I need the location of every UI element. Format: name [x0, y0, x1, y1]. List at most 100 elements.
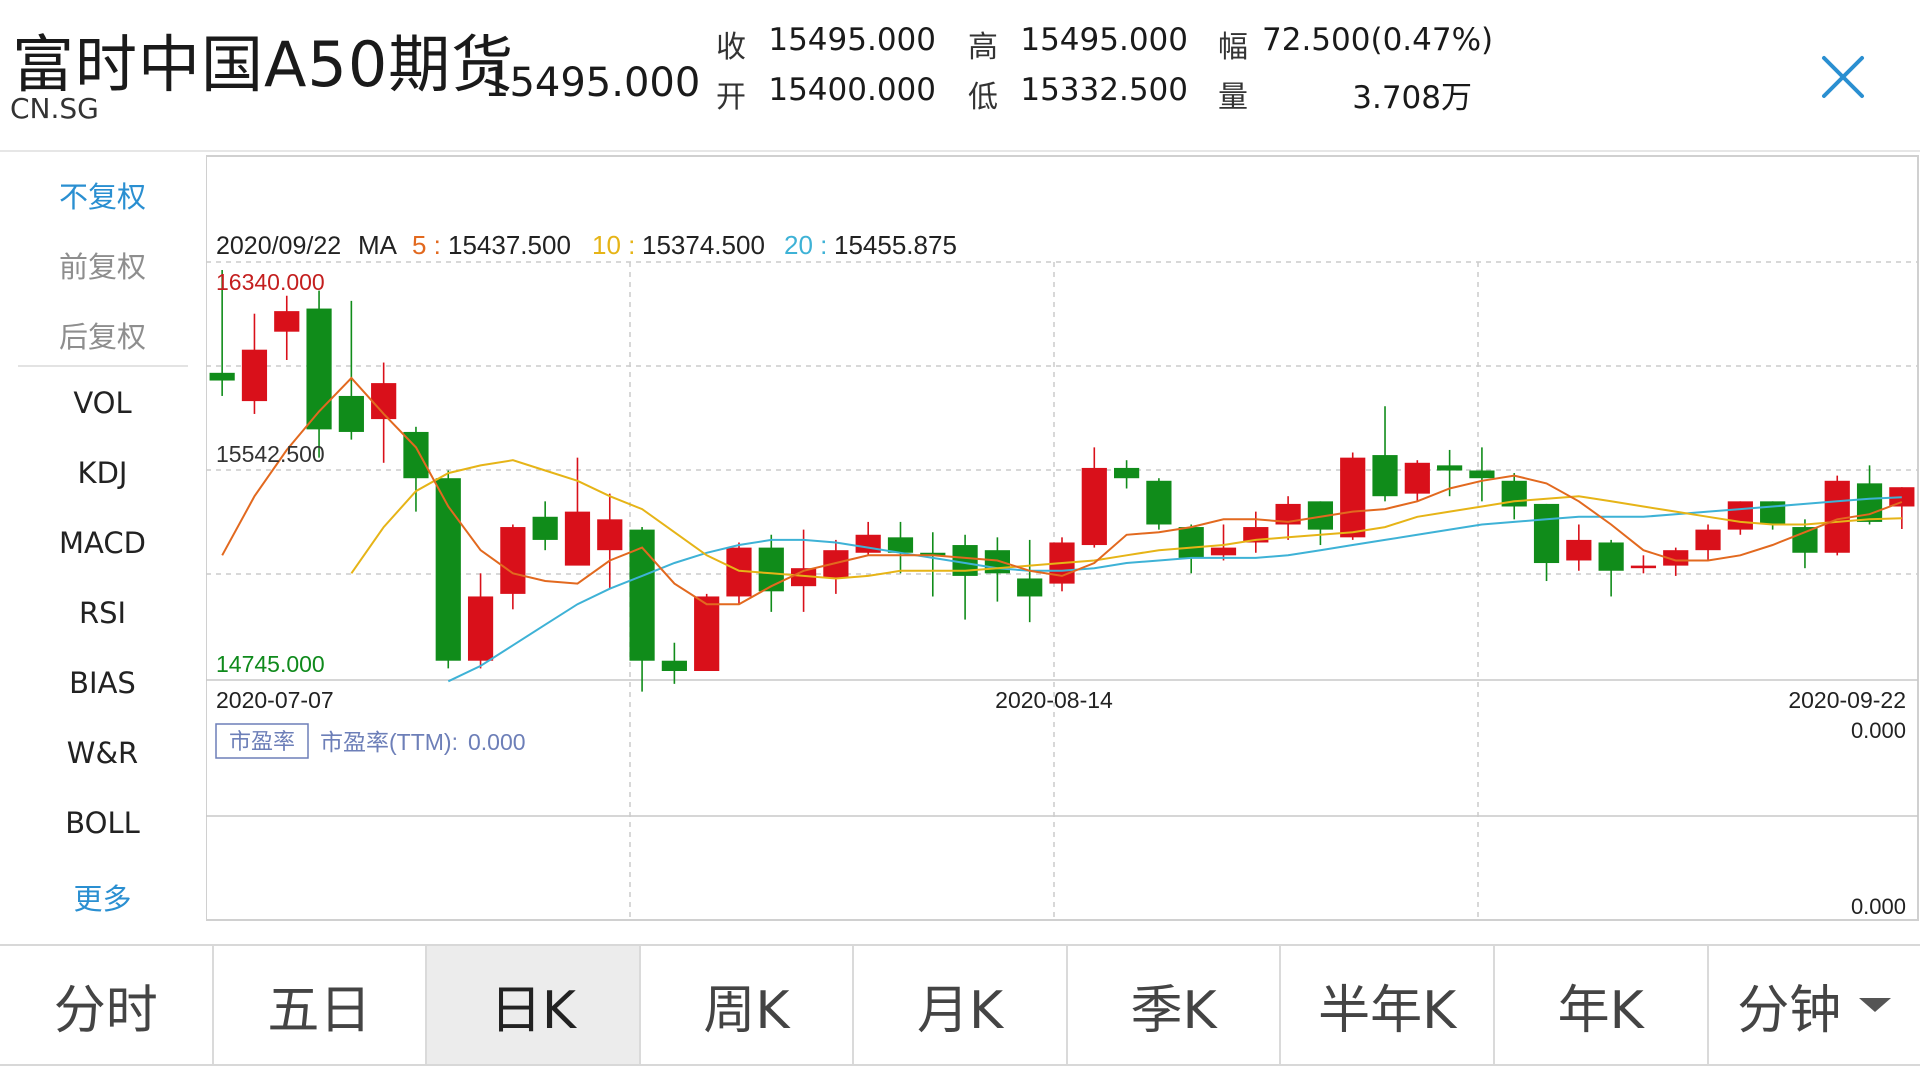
sub-panel-tag[interactable]: 市盈率: [229, 730, 295, 755]
high-label: 高: [968, 30, 998, 65]
candle-up: [274, 311, 300, 332]
tab-daily-k[interactable]: 日K: [427, 946, 641, 1064]
ma-info-date: 2020/09/22: [216, 232, 341, 260]
volume-value: 3.708万: [1352, 80, 1472, 116]
candle-down: [1437, 465, 1463, 471]
menu-no-adjust[interactable]: 不复权: [58, 180, 146, 214]
ma5-value: 15437.500: [448, 230, 571, 260]
candle-up: [467, 596, 494, 661]
candle-down: [920, 552, 946, 556]
tab-yearly-k-label: 年K: [1557, 980, 1644, 1041]
candle-up: [564, 511, 591, 566]
candle-up: [1663, 550, 1689, 566]
tab-intraday-label: 分时: [53, 980, 158, 1041]
candle-down: [1792, 527, 1818, 553]
ma10-label: 10 :: [592, 230, 635, 260]
kline-chart[interactable]: 2020/09/22 MA 5 : 15437.500 10 : 15374.5…: [206, 154, 1920, 922]
tab-weekly-k[interactable]: 周K: [641, 946, 855, 1064]
candle-down: [209, 372, 235, 381]
close-icon: [1822, 56, 1864, 98]
menu-kdj[interactable]: KDJ: [77, 456, 128, 490]
sub-panel-tag-box[interactable]: [215, 723, 309, 759]
candle-down: [435, 478, 461, 661]
candle-up: [1081, 467, 1107, 546]
tab-five-day[interactable]: 五日: [214, 946, 428, 1064]
candle-up: [1275, 503, 1301, 525]
tab-halfyear-k-label: 半年K: [1318, 980, 1457, 1041]
sub-panel-value: 0.000: [468, 729, 526, 755]
candle-up: [597, 519, 623, 551]
candle-up: [1630, 565, 1657, 569]
candle-down: [661, 660, 687, 672]
close-button[interactable]: [1818, 52, 1868, 102]
tab-yearly-k[interactable]: 年K: [1495, 946, 1709, 1064]
ma5-label: 5 :: [412, 230, 441, 260]
volume-label: 量: [1218, 80, 1248, 115]
tab-minute-label: 分钟: [1737, 980, 1842, 1041]
candle-down: [1469, 470, 1495, 479]
candle-up: [241, 349, 268, 402]
candle-down: [532, 516, 558, 540]
tab-monthly-k[interactable]: 月K: [854, 946, 1068, 1064]
sub-axis-bottom: 0.000: [1851, 894, 1906, 919]
candle-up: [1340, 457, 1366, 538]
quote-header: 富时中国A50期货 CN.SG 15495.000 收 15495.000 开 …: [0, 0, 1920, 152]
candle-up: [1566, 539, 1592, 561]
kline-svg: 2020/09/22 MA 5 : 15437.500 10 : 15374.5…: [206, 155, 1919, 921]
ma-lines-group: [221, 376, 1903, 683]
tab-quarterly-k[interactable]: 季K: [1068, 946, 1282, 1064]
open-label: 开: [716, 80, 746, 115]
ma20-value: 15455.875: [834, 230, 957, 260]
tab-minute[interactable]: 分钟: [1709, 946, 1920, 1064]
tab-halfyear-k[interactable]: 半年K: [1281, 946, 1495, 1064]
candle-down: [338, 395, 364, 432]
y-label-max: 16340.000: [216, 269, 325, 295]
tab-intraday[interactable]: 分时: [0, 946, 214, 1064]
candle-up: [1404, 462, 1430, 494]
change-label: 幅: [1218, 30, 1248, 65]
menu-wr[interactable]: W&R: [66, 736, 139, 770]
menu-vol[interactable]: VOL: [73, 386, 132, 420]
candle-up: [1824, 480, 1850, 553]
candle-up: [1210, 547, 1237, 556]
candle-down: [1178, 527, 1204, 558]
menu-divider: [18, 365, 188, 367]
change-value: 72.500(0.47%): [1262, 22, 1494, 58]
menu-forward-adjust[interactable]: 前复权: [58, 250, 146, 284]
tab-weekly-k-label: 周K: [703, 980, 790, 1041]
candle-down: [1533, 503, 1560, 564]
x-label-mid: 2020-08-14: [995, 687, 1113, 713]
candle-up: [1727, 501, 1753, 530]
instrument-title: 富时中国A50期货: [12, 28, 515, 101]
candle-up: [694, 596, 720, 672]
sub-panel-label: 市盈率(TTM):: [320, 729, 458, 755]
candle-down: [887, 537, 914, 553]
tab-quarterly-k-label: 季K: [1130, 980, 1217, 1041]
ma20-label: 20 :: [784, 230, 827, 260]
menu-more[interactable]: 更多: [73, 882, 132, 916]
menu-macd[interactable]: MACD: [59, 526, 146, 560]
y-label-min: 14745.000: [216, 651, 325, 677]
low-value: 15332.500: [1020, 72, 1188, 108]
menu-bias[interactable]: BIAS: [69, 666, 136, 700]
x-label-end: 2020-09-22: [1788, 687, 1906, 713]
candle-up: [855, 534, 881, 553]
y-label-mid: 15542.500: [216, 441, 325, 467]
menu-boll[interactable]: BOLL: [65, 806, 140, 840]
candle-down: [629, 529, 655, 661]
tab-five-day-label: 五日: [267, 980, 372, 1041]
candle-up: [1695, 529, 1721, 551]
candle-down: [758, 547, 784, 592]
candle-down: [1598, 542, 1624, 571]
close-label: 收: [716, 30, 746, 65]
candle-down: [1372, 455, 1398, 497]
candle-down: [1017, 578, 1043, 597]
period-tabs: 分时 五日 日K 周K 月K 季K 半年K 年K 分钟: [0, 944, 1920, 1066]
ma10-value: 15374.500: [642, 230, 765, 260]
ma5-line: [221, 376, 1903, 606]
menu-backward-adjust[interactable]: 后复权: [58, 320, 146, 354]
x-label-start: 2020-07-07: [216, 687, 334, 713]
menu-rsi[interactable]: RSI: [78, 596, 127, 630]
candle-up: [790, 568, 817, 587]
candle-down: [1146, 480, 1172, 525]
